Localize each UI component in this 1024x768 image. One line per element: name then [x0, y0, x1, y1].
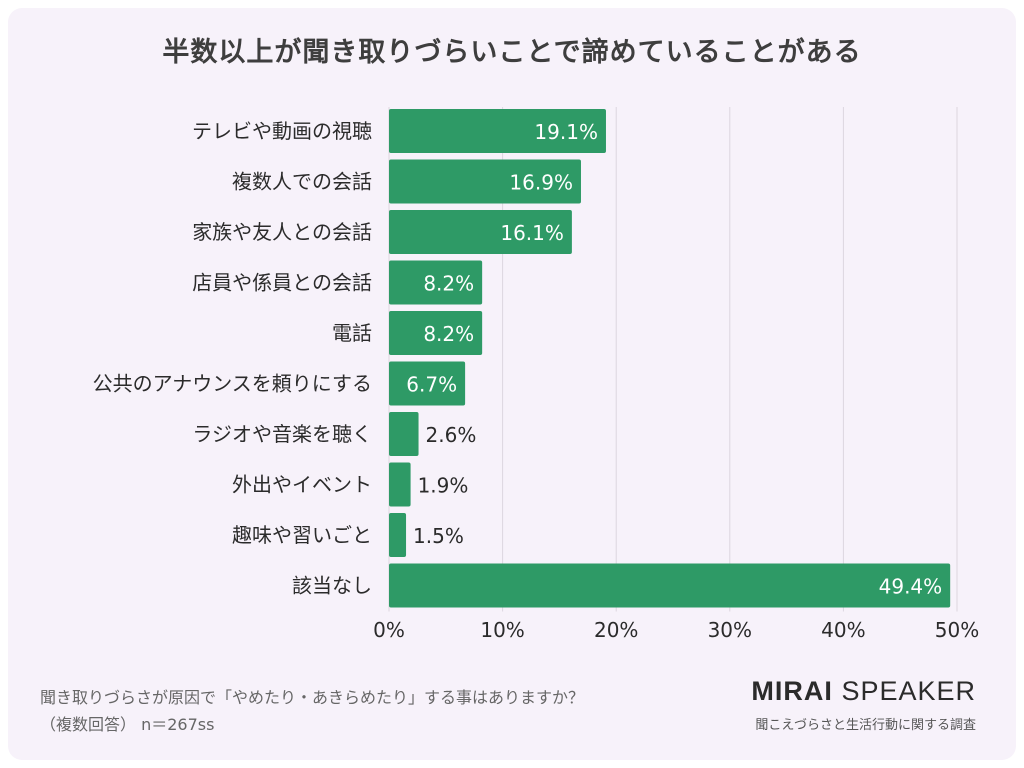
data-label-3: 8.2%	[423, 272, 474, 296]
data-label-8: 1.5%	[413, 524, 464, 548]
category-label-8: 趣味や習いごと	[232, 523, 372, 547]
bar-7	[389, 462, 411, 507]
bar-8	[389, 513, 407, 557]
bar-6	[389, 412, 419, 456]
category-label-2: 家族や友人との会話	[192, 220, 372, 244]
data-label-2: 16.1%	[500, 221, 564, 245]
bar-2	[389, 210, 572, 254]
x-tick-label-30: 30%	[708, 618, 752, 642]
brand-name-light: SPEAKER	[841, 676, 976, 706]
category-label-3: 店員や係員との会話	[192, 271, 372, 295]
category-label-6: ラジオや音楽を聴く	[192, 422, 372, 446]
bar-5	[389, 361, 466, 406]
category-label-1: 複数人での会話	[232, 170, 372, 194]
data-label-6: 2.6%	[426, 423, 477, 447]
bar-9	[389, 563, 951, 608]
bar-4	[389, 311, 483, 355]
category-label-7: 外出やイベント	[232, 473, 372, 497]
bar-1	[389, 159, 581, 204]
data-label-9: 49.4%	[879, 575, 943, 599]
x-tick-label-10: 10%	[480, 618, 524, 642]
data-label-5: 6.7%	[406, 373, 457, 397]
bar-0	[389, 109, 606, 153]
brand-name-bold: MIRAI	[751, 676, 833, 706]
category-label-5: 公共のアナウンスを頼りにする	[93, 372, 372, 396]
chart-title: 半数以上が聞き取りづらいことで諦めていることがある	[162, 37, 862, 68]
bar-3	[389, 260, 483, 305]
x-tick-label-40: 40%	[821, 618, 865, 642]
data-label-0: 19.1%	[534, 120, 598, 144]
x-tick-label-20: 20%	[594, 618, 638, 642]
survey-note: （複数回答） n＝267ss	[40, 715, 215, 734]
category-label-4: 電話	[332, 321, 372, 345]
x-tick-label-50: 50%	[935, 618, 979, 642]
data-label-1: 16.9%	[509, 171, 573, 195]
brand-logo: MIRAI SPEAKER	[751, 676, 976, 707]
category-label-0: テレビや動画の視聴	[192, 119, 372, 143]
category-label-9: 該当なし	[292, 574, 372, 598]
brand-tagline: 聞こえづらさと生活行動に関する調査	[755, 718, 976, 733]
data-label-7: 1.9%	[418, 474, 469, 498]
survey-question: 聞き取りづらさが原因で「やめたり・あきらめたり」する事はありますか？	[40, 688, 585, 707]
x-tick-label-0: 0%	[373, 618, 405, 642]
data-label-4: 8.2%	[423, 322, 474, 346]
